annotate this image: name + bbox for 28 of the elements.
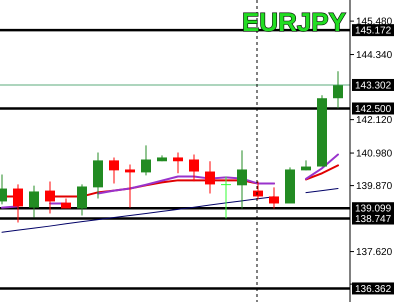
candlestick <box>125 164 135 208</box>
candlestick <box>205 160 215 194</box>
ref-line-label: 142.500 <box>355 104 392 115</box>
ref-line-label: 138.747 <box>355 214 392 226</box>
candlestick <box>221 176 231 219</box>
candlestick <box>77 184 87 216</box>
candlestick <box>237 150 247 209</box>
candlestick <box>29 185 39 218</box>
ref-line-label: 143.302 <box>355 80 392 92</box>
candlestick <box>109 156 119 184</box>
y-tick-label: 140.980 <box>356 148 393 160</box>
y-tick-label: 144.340 <box>356 50 393 62</box>
candlestick <box>45 180 55 214</box>
candlestick <box>13 184 23 224</box>
candlestick <box>173 152 183 174</box>
ref-line-label: 145.172 <box>355 26 392 37</box>
candlestick <box>301 160 311 171</box>
y-tick-label: 142.120 <box>356 115 393 126</box>
candlestick <box>141 144 151 176</box>
candlestick <box>189 154 199 182</box>
candlestick <box>333 70 343 109</box>
ref-line-label: 136.362 <box>355 284 392 295</box>
ref-line-label: 139.099 <box>355 204 392 215</box>
candlestick <box>61 198 71 209</box>
candlestick <box>253 180 263 200</box>
candlestick <box>269 186 279 209</box>
y-tick-label: 139.870 <box>356 181 393 192</box>
y-tick-label: 137.620 <box>356 247 393 258</box>
